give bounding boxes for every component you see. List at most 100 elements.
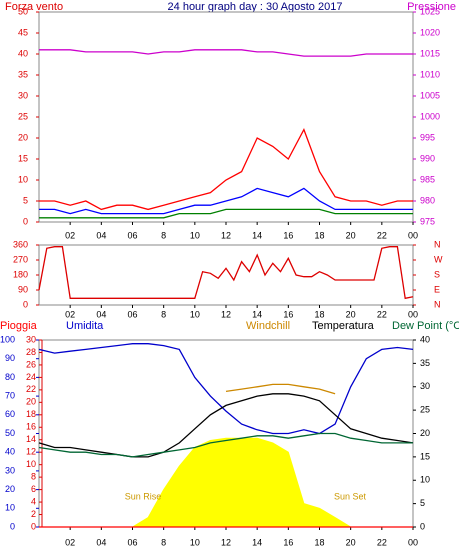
y-tick-label: 20 — [18, 132, 28, 142]
y2-tick-label: 985 — [420, 174, 435, 184]
y3-tick-label: 14 — [26, 434, 36, 444]
x-tick-label: 06 — [127, 230, 137, 240]
x-tick-label: 8 — [161, 230, 166, 240]
y3-tick-label: 24 — [26, 372, 36, 382]
y-tick-label: 25 — [18, 111, 28, 121]
y2-tick-label: 25 — [420, 405, 430, 415]
y-tick-label: 0 — [23, 216, 28, 226]
x-tick-label: 16 — [283, 537, 293, 547]
y-tick-label: 0 — [23, 299, 28, 309]
y2-tick-label: 1000 — [420, 111, 440, 121]
y-tick-label: 40 — [18, 48, 28, 58]
x-tick-label: 06 — [127, 309, 137, 319]
y-tick-label: 10 — [5, 503, 15, 513]
y2-tick-label: N — [434, 299, 441, 309]
y-tick-label: 15 — [18, 153, 28, 163]
y3-tick-label: 10 — [26, 459, 36, 469]
legend-label: Umidita — [66, 320, 104, 332]
y-tick-label: 5 — [23, 195, 28, 205]
y-tick-label: 90 — [18, 284, 28, 294]
line — [38, 246, 414, 300]
x-tick-label: 20 — [346, 309, 356, 319]
y-tick-label: 80 — [5, 372, 15, 382]
x-tick-label: 10 — [190, 230, 200, 240]
legend-label: Temperatura — [312, 320, 375, 332]
y3-tick-label: 16 — [26, 422, 36, 432]
y2-tick-label: 990 — [420, 153, 435, 163]
y-tick-label: 360 — [13, 239, 28, 249]
y2-tick-label: 1020 — [420, 27, 440, 37]
x-tick-label: 12 — [221, 230, 231, 240]
y2-tick-label: W — [434, 254, 443, 264]
y2-tick-label: 980 — [420, 195, 435, 205]
x-tick-label: 18 — [314, 309, 324, 319]
line — [39, 49, 413, 57]
legend-label: Windchill — [246, 320, 290, 332]
line — [39, 187, 413, 215]
y2-tick-label: 40 — [420, 334, 430, 344]
y2-tick-label: 995 — [420, 132, 435, 142]
x-tick-label: 8 — [161, 537, 166, 547]
y2-tick-label: 0 — [420, 521, 425, 531]
x-tick-label: 04 — [96, 537, 106, 547]
y2-tick-label: 15 — [420, 451, 430, 461]
x-tick-label: 12 — [221, 309, 231, 319]
y2-tick-label: 5 — [420, 498, 425, 508]
line — [39, 208, 413, 219]
x-tick-label: 8 — [161, 309, 166, 319]
y3-tick-label: 26 — [26, 359, 36, 369]
x-tick-label: 00 — [408, 230, 418, 240]
y2-tick-label: 975 — [420, 216, 435, 226]
y3-tick-label: 28 — [26, 347, 36, 357]
x-tick-label: 18 — [314, 230, 324, 240]
x-tick-label: 16 — [283, 230, 293, 240]
y3-tick-label: 22 — [26, 384, 36, 394]
y-tick-label: 70 — [5, 390, 15, 400]
y-tick-label: 0 — [10, 521, 15, 531]
annotation: Sun Set — [334, 491, 367, 501]
x-tick-label: 12 — [221, 537, 231, 547]
y-tick-label: 20 — [5, 484, 15, 494]
x-tick-label: 00 — [408, 309, 418, 319]
x-tick-label: 02 — [65, 230, 75, 240]
y-tick-label: 30 — [18, 90, 28, 100]
y3-tick-label: 6 — [31, 484, 36, 494]
annotation: Sun Rise — [125, 491, 162, 501]
x-tick-label: 16 — [283, 309, 293, 319]
legend-label: Pioggia — [0, 320, 38, 332]
x-tick-label: 00 — [408, 537, 418, 547]
x-tick-label: 14 — [252, 309, 262, 319]
x-tick-label: 04 — [96, 230, 106, 240]
y-tick-label: 270 — [13, 254, 28, 264]
y3-tick-label: 20 — [26, 397, 36, 407]
y-tick-label: 90 — [5, 353, 15, 363]
y2-tick-label: 1015 — [420, 48, 440, 58]
y2-tick-label: 1005 — [420, 90, 440, 100]
x-tick-label: 02 — [65, 537, 75, 547]
x-tick-label: 22 — [377, 309, 387, 319]
y2-tick-label: S — [434, 269, 440, 279]
y-tick-label: 50 — [5, 428, 15, 438]
x-tick-label: 06 — [127, 537, 137, 547]
x-tick-label: 04 — [96, 309, 106, 319]
line — [39, 128, 413, 211]
x-tick-label: 14 — [252, 537, 262, 547]
line — [38, 393, 414, 458]
y2-tick-label: 10 — [420, 475, 430, 485]
y2-tick-label: 35 — [420, 358, 430, 368]
x-tick-label: 10 — [190, 537, 200, 547]
chart-title: 24 hour graph day : 30 Agosto 2017 — [168, 1, 343, 13]
y3-tick-label: 0 — [31, 521, 36, 531]
y-label: Forza vento — [5, 1, 63, 13]
y-tick-label: 60 — [5, 409, 15, 419]
y2-tick-label: E — [434, 284, 440, 294]
y3-tick-label: 12 — [26, 447, 36, 457]
y2-tick-label: 20 — [420, 428, 430, 438]
y2-tick-label: 30 — [420, 381, 430, 391]
y3-tick-label: 30 — [26, 334, 36, 344]
y2-tick-label: 1025 — [420, 6, 440, 16]
x-tick-label: 22 — [377, 537, 387, 547]
line — [38, 432, 413, 458]
line — [38, 343, 414, 435]
x-tick-label: 20 — [346, 230, 356, 240]
